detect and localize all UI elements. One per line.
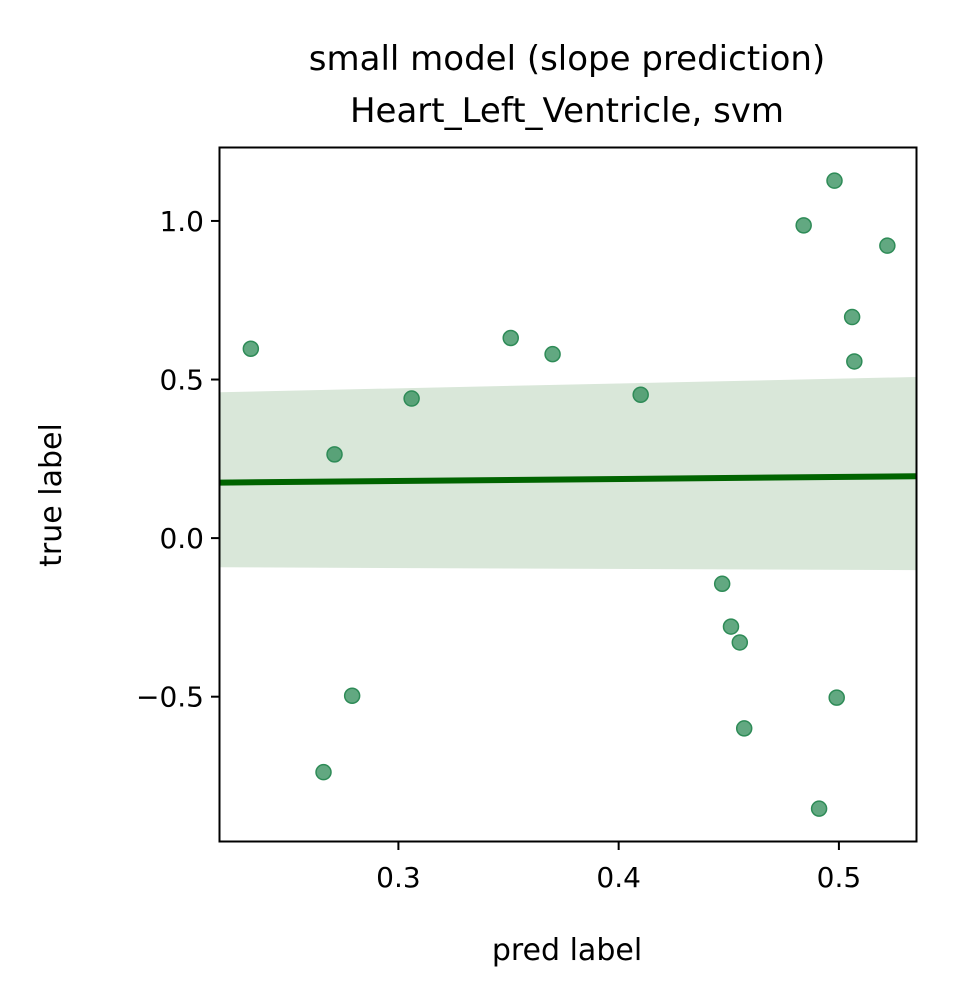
y-tick-label: −0.5 <box>136 681 204 714</box>
x-axis: 0.3 0.4 0.5 <box>376 841 861 894</box>
chart-title: small model (slope prediction) <box>309 39 825 79</box>
chart-subtitle: Heart_Left_Ventricle, svm <box>350 91 784 131</box>
y-tick-label: 1.0 <box>159 205 204 238</box>
data-point <box>810 800 828 817</box>
data-point <box>242 340 260 358</box>
data-point <box>544 345 561 363</box>
data-point <box>735 720 753 737</box>
x-axis-label: pred label <box>492 933 642 968</box>
y-tick-label: 0.0 <box>159 522 204 555</box>
x-tick-label: 0.5 <box>817 861 862 894</box>
y-tick-label: 0.5 <box>159 364 204 397</box>
data-point <box>843 308 861 326</box>
data-point <box>326 446 343 463</box>
data-point <box>846 353 863 370</box>
y-axis: 1.0 0.5 0.0 −0.5 <box>136 205 220 714</box>
data-point <box>403 390 420 407</box>
data-point <box>828 689 845 706</box>
data-point <box>722 618 740 635</box>
data-point <box>713 575 731 593</box>
data-point <box>826 172 843 189</box>
x-tick-label: 0.3 <box>376 861 421 894</box>
data-point <box>502 329 519 347</box>
data-point <box>315 763 332 781</box>
data-point <box>731 634 749 651</box>
y-axis-label: true label <box>34 423 69 567</box>
data-point <box>343 687 361 704</box>
data-point <box>879 237 896 254</box>
plot-area <box>219 172 917 817</box>
data-point <box>632 386 649 404</box>
confidence-band <box>220 376 916 571</box>
regression-line <box>219 473 917 486</box>
data-point <box>795 217 812 234</box>
x-tick-label: 0.4 <box>596 861 641 894</box>
axes-frame <box>218 146 918 843</box>
